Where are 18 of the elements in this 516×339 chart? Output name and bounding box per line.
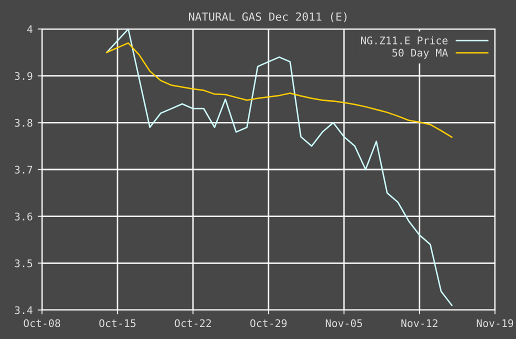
x-tick-label: Nov-05 <box>326 319 362 328</box>
x-tick-label: Nov-12 <box>401 319 438 328</box>
y-tick-label: 3.4 <box>14 306 32 314</box>
x-tick-label: Oct-08 <box>24 319 60 328</box>
x-tick-label: Nov-19 <box>476 319 514 328</box>
y-tick-label: 3.6 <box>14 212 32 220</box>
x-tick-label: Oct-29 <box>250 319 287 328</box>
chart-title: NATURAL GAS Dec 2011 (E) <box>188 12 346 22</box>
x-tick-label: Oct-22 <box>174 319 211 328</box>
line-series <box>106 29 453 306</box>
y-tick-label: 4 <box>27 25 32 33</box>
y-tick-label: 3.9 <box>14 72 32 80</box>
y-tick-label: 3.7 <box>14 166 32 174</box>
y-tick-label: 3.8 <box>14 118 32 127</box>
legend-label: 50 Day MA <box>392 48 448 59</box>
y-tick-label: 3.5 <box>14 259 32 268</box>
legend-label: NG.Z11.E Price <box>361 36 448 44</box>
x-tick-label: Oct-15 <box>99 319 136 328</box>
